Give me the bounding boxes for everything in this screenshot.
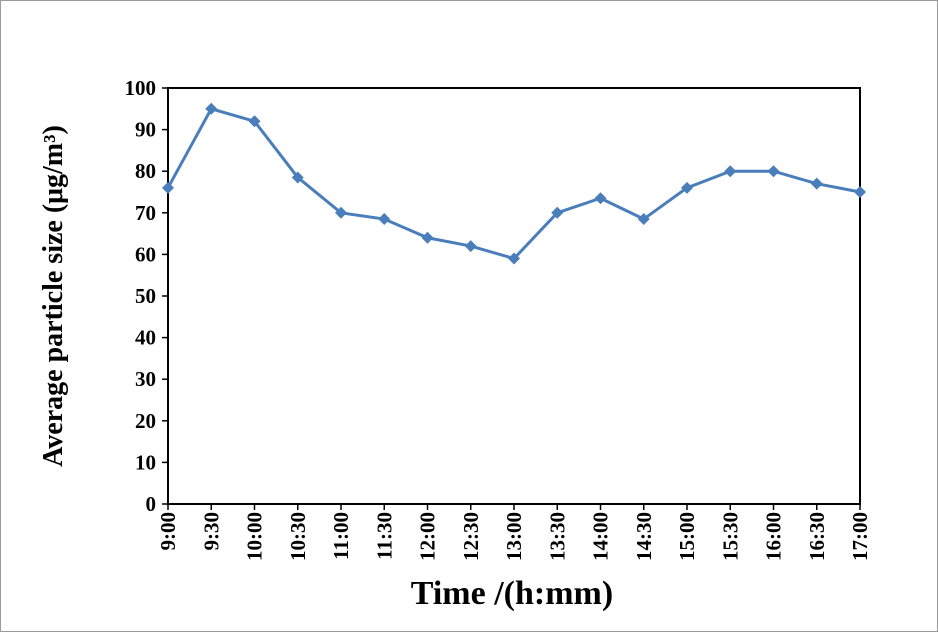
data-point — [637, 213, 650, 226]
data-point — [291, 171, 304, 184]
data-point — [248, 115, 261, 128]
data-point — [681, 181, 693, 194]
data-point — [594, 192, 607, 205]
data-point — [162, 181, 174, 194]
x-tick-label: 16:30 — [805, 512, 829, 561]
x-tick-label: 13:30 — [545, 512, 569, 561]
y-tick-label: 30 — [135, 367, 156, 391]
x-tick-label: 9:30 — [199, 512, 223, 551]
data-point — [378, 213, 391, 226]
y-tick-label: 50 — [135, 284, 156, 308]
x-tick-label: 14:30 — [632, 512, 656, 561]
y-tick-label: 90 — [135, 118, 156, 142]
data-point — [551, 206, 564, 219]
x-tick-label: 12:00 — [416, 512, 440, 561]
data-point — [724, 165, 737, 178]
y-axis-title: Average particle size (μg/m³) — [38, 125, 69, 467]
x-tick-label: 9:00 — [156, 512, 180, 551]
data-point — [854, 186, 866, 198]
x-tick-label: 11:30 — [372, 512, 396, 560]
y-tick-label: 60 — [135, 242, 156, 266]
x-tick-label: 11:00 — [329, 512, 353, 560]
y-tick-label: 70 — [135, 201, 156, 225]
y-tick-label: 20 — [135, 409, 156, 433]
y-tick-label: 100 — [125, 76, 157, 100]
x-tick-label: 17:00 — [848, 512, 872, 561]
x-tick-label: 15:00 — [675, 512, 699, 561]
y-tick-label: 40 — [135, 326, 156, 350]
y-tick-label: 80 — [135, 159, 156, 183]
data-point — [421, 231, 434, 244]
y-tick-label: 0 — [146, 492, 157, 516]
x-tick-label: 12:30 — [459, 512, 483, 561]
x-tick-label: 13:00 — [502, 512, 526, 561]
data-point — [810, 177, 823, 190]
y-tick-label: 10 — [135, 450, 156, 474]
x-tick-label: 15:30 — [718, 512, 742, 561]
data-point — [205, 102, 218, 115]
x-tick-label: 10:00 — [243, 512, 267, 561]
x-tick-label: 10:30 — [286, 512, 310, 561]
x-tick-label: 16:00 — [762, 512, 786, 561]
x-tick-label: 14:00 — [589, 512, 613, 561]
data-point — [508, 252, 520, 265]
data-point — [464, 240, 477, 253]
data-point — [767, 165, 780, 178]
data-point — [335, 206, 347, 219]
x-axis-title: Time /(h:mm) — [411, 575, 613, 612]
